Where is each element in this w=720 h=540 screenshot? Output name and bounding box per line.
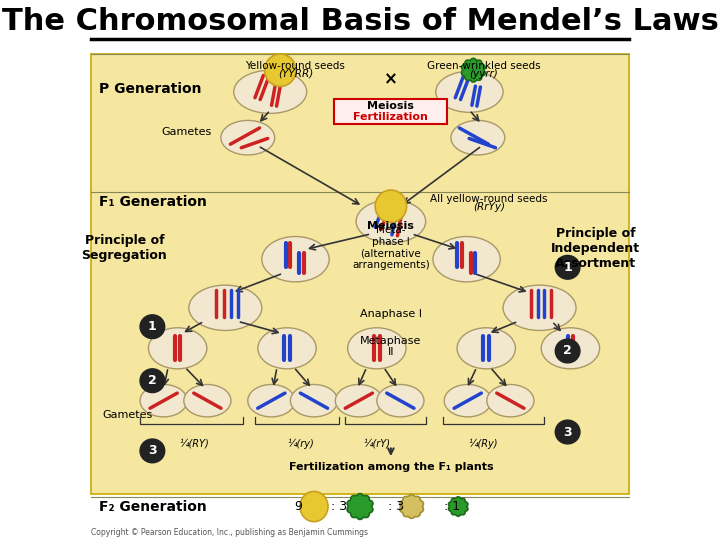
Text: (YYRR): (YYRR) <box>278 69 313 79</box>
Text: P Generation: P Generation <box>99 82 202 96</box>
Text: Fertilization: Fertilization <box>354 112 428 122</box>
Ellipse shape <box>248 384 295 417</box>
Ellipse shape <box>148 328 207 369</box>
Text: (RrYy): (RrYy) <box>473 202 505 212</box>
Text: ¼(RY): ¼(RY) <box>179 439 210 449</box>
Circle shape <box>555 339 580 363</box>
Text: Meiosis: Meiosis <box>367 102 414 111</box>
Text: 9: 9 <box>294 500 302 513</box>
Ellipse shape <box>140 384 187 417</box>
Text: : 3: : 3 <box>384 500 404 513</box>
Text: Meiosis: Meiosis <box>367 221 414 231</box>
Ellipse shape <box>375 190 407 222</box>
Ellipse shape <box>262 237 329 282</box>
Polygon shape <box>449 497 468 516</box>
Ellipse shape <box>258 328 316 369</box>
Text: The Chromosomal Basis of Mendel’s Laws: The Chromosomal Basis of Mendel’s Laws <box>1 7 719 36</box>
Ellipse shape <box>444 384 491 417</box>
Text: F₁ Generation: F₁ Generation <box>99 195 207 210</box>
Circle shape <box>555 255 580 279</box>
Text: (yyrr): (yyrr) <box>469 69 498 79</box>
Polygon shape <box>347 494 373 519</box>
Text: Yellow-round seeds: Yellow-round seeds <box>246 61 346 71</box>
Text: : 3: : 3 <box>328 500 348 513</box>
Circle shape <box>140 369 165 393</box>
Ellipse shape <box>356 200 426 243</box>
Text: 1: 1 <box>148 320 157 333</box>
Ellipse shape <box>234 70 307 113</box>
Text: Principle of
Independent
Assortment: Principle of Independent Assortment <box>551 227 640 270</box>
Text: ¼(Ry): ¼(Ry) <box>469 439 498 449</box>
Text: Meta-
phase I
(alternative
arrangements): Meta- phase I (alternative arrangements) <box>352 225 430 269</box>
Polygon shape <box>400 495 423 518</box>
Circle shape <box>555 420 580 444</box>
Ellipse shape <box>221 120 275 155</box>
Text: 2: 2 <box>563 345 572 357</box>
Ellipse shape <box>541 328 600 369</box>
Text: 3: 3 <box>563 426 572 438</box>
Ellipse shape <box>503 285 576 330</box>
Ellipse shape <box>457 328 516 369</box>
Ellipse shape <box>184 384 231 417</box>
Ellipse shape <box>189 285 262 330</box>
Text: ×: × <box>384 70 397 89</box>
Text: Metaphase
II: Metaphase II <box>360 336 421 357</box>
Ellipse shape <box>348 328 406 369</box>
Ellipse shape <box>377 384 424 417</box>
Ellipse shape <box>451 120 505 155</box>
Ellipse shape <box>436 71 503 112</box>
Text: F₂ Generation: F₂ Generation <box>99 500 207 514</box>
Text: All yellow-round seeds: All yellow-round seeds <box>431 194 548 204</box>
Text: Fertilization among the F₁ plants: Fertilization among the F₁ plants <box>289 462 493 471</box>
Polygon shape <box>462 58 485 82</box>
Circle shape <box>140 439 165 463</box>
Text: : 1: : 1 <box>440 500 460 513</box>
Text: Gametes: Gametes <box>161 127 211 137</box>
Text: 3: 3 <box>148 444 157 457</box>
Ellipse shape <box>487 384 534 417</box>
FancyBboxPatch shape <box>333 99 447 124</box>
Text: 2: 2 <box>148 374 157 387</box>
Text: Anaphase I: Anaphase I <box>360 309 422 319</box>
Text: Green-wrinkled seeds: Green-wrinkled seeds <box>427 61 540 71</box>
Text: ¼(ry): ¼(ry) <box>288 439 315 449</box>
Text: Copyright © Pearson Education, Inc., publishing as Benjamin Cummings: Copyright © Pearson Education, Inc., pub… <box>91 528 368 537</box>
Circle shape <box>140 315 165 339</box>
Ellipse shape <box>265 54 296 86</box>
Text: ¼(rY): ¼(rY) <box>364 439 390 449</box>
FancyBboxPatch shape <box>91 54 629 494</box>
Ellipse shape <box>290 384 338 417</box>
Text: Gametes: Gametes <box>102 410 152 420</box>
Ellipse shape <box>300 491 328 522</box>
Text: 1: 1 <box>563 261 572 274</box>
Text: Principle of
Segregation: Principle of Segregation <box>81 234 167 262</box>
Ellipse shape <box>433 237 500 282</box>
Ellipse shape <box>336 384 382 417</box>
